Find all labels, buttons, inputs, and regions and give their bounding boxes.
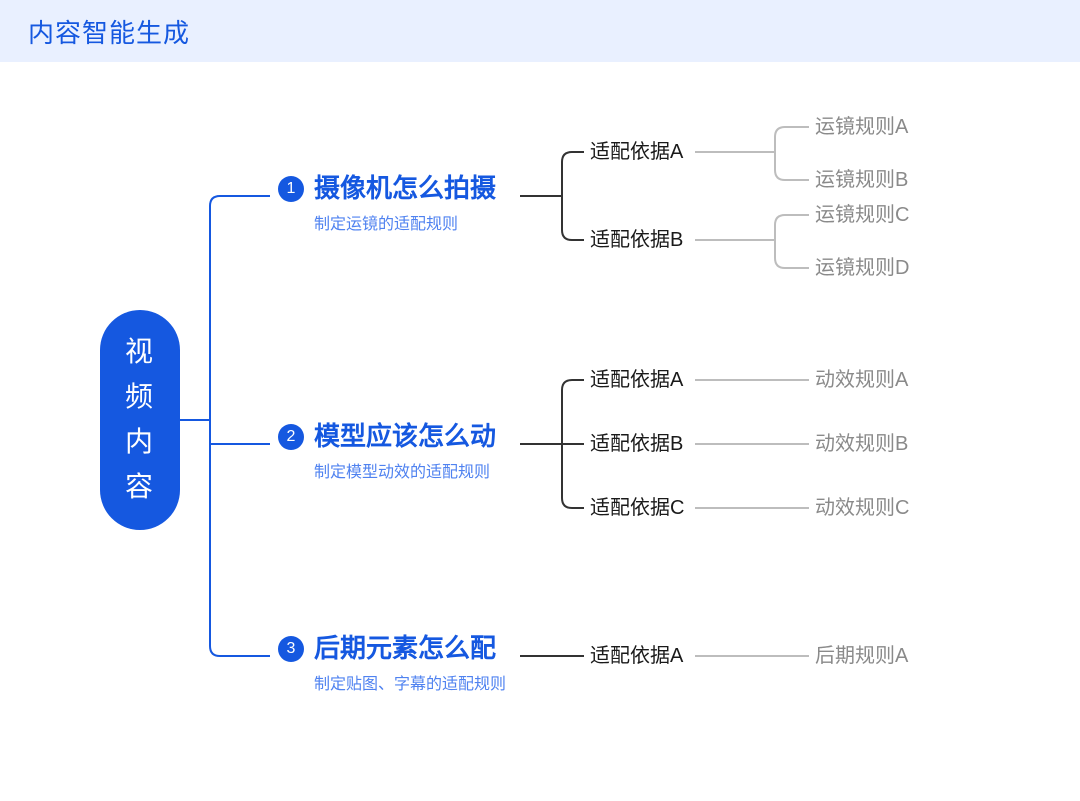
root-label-char: 频 — [125, 375, 155, 420]
diagram-canvas: 视频内容1摄像机怎么拍摄制定运镜的适配规则适配依据A运镜规则A运镜规则B适配依据… — [0, 62, 1080, 801]
leaf-node: 动效规则A — [815, 370, 908, 390]
mid-node: 适配依据C — [590, 498, 684, 518]
branch-number-badge: 2 — [278, 424, 304, 450]
leaf-node: 运镜规则A — [815, 117, 908, 137]
leaf-node: 运镜规则B — [815, 170, 908, 190]
leaf-node: 动效规则C — [815, 498, 909, 518]
branch-number-badge: 3 — [278, 636, 304, 662]
page-title: 内容智能生成 — [28, 13, 190, 50]
branch-subtitle-text: 制定运镜的适配规则 — [314, 210, 496, 234]
branch-subtitle-text: 制定模型动效的适配规则 — [314, 458, 496, 482]
mid-node: 适配依据A — [590, 142, 683, 162]
root-label-char: 视 — [125, 330, 155, 375]
branch-number-badge: 1 — [278, 176, 304, 202]
branch-title-text: 后期元素怎么配 — [314, 632, 506, 666]
root-node: 视频内容 — [100, 310, 180, 530]
page-header: 内容智能生成 — [0, 0, 1080, 62]
mid-node: 适配依据A — [590, 646, 683, 666]
leaf-node: 运镜规则D — [815, 258, 909, 278]
leaf-node: 运镜规则C — [815, 205, 909, 225]
branch-1: 1 摄像机怎么拍摄制定运镜的适配规则 — [278, 172, 496, 234]
leaf-node: 动效规则B — [815, 434, 908, 454]
root-label-char: 内 — [125, 420, 155, 465]
root-label-char: 容 — [125, 465, 155, 510]
mid-node: 适配依据A — [590, 370, 683, 390]
branch-2: 2 模型应该怎么动制定模型动效的适配规则 — [278, 420, 496, 482]
mid-node: 适配依据B — [590, 230, 683, 250]
branch-subtitle-text: 制定贴图、字幕的适配规则 — [314, 670, 506, 694]
branch-3: 3 后期元素怎么配制定贴图、字幕的适配规则 — [278, 632, 506, 694]
mid-node: 适配依据B — [590, 434, 683, 454]
branch-title-text: 摄像机怎么拍摄 — [314, 172, 496, 206]
branch-title-text: 模型应该怎么动 — [314, 420, 496, 454]
leaf-node: 后期规则A — [815, 646, 908, 666]
